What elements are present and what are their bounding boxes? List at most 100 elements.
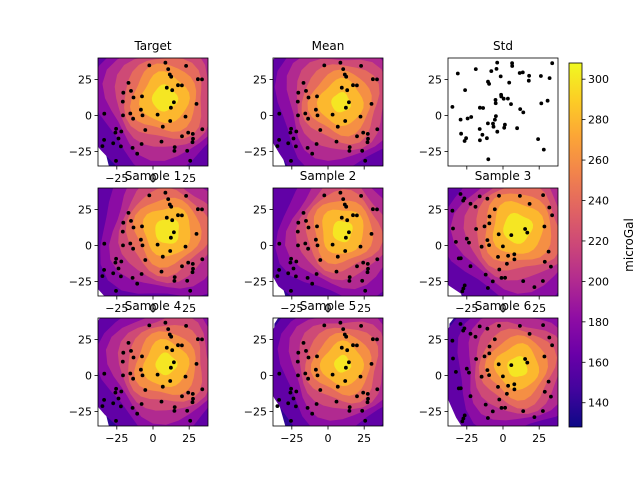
observation-point (375, 207, 379, 212)
observation-point (375, 387, 380, 392)
observation-point (521, 110, 526, 115)
observation-point (355, 83, 359, 88)
observation-point (505, 391, 509, 396)
observation-point (129, 219, 133, 223)
observation-point (139, 272, 144, 276)
observation-point (550, 213, 554, 218)
observation-point (491, 124, 496, 129)
observation-point (485, 136, 489, 141)
observation-point (129, 89, 133, 93)
observation-point (462, 283, 467, 288)
observation-point (459, 131, 463, 136)
observation-point (506, 96, 510, 101)
observation-point (343, 379, 348, 383)
observation-point (119, 274, 123, 279)
observation-point (542, 389, 547, 394)
observation-point (166, 67, 171, 71)
observation-point (351, 213, 355, 218)
observation-point (458, 117, 463, 122)
xtick-label: 25 (357, 302, 371, 315)
observation-point (169, 365, 173, 370)
colorbar-gradient (569, 63, 582, 427)
observation-point (180, 343, 184, 348)
observation-point (305, 406, 310, 410)
observation-point (505, 261, 509, 266)
observation-point (501, 244, 505, 249)
contour-band (332, 220, 353, 243)
observation-point (131, 225, 136, 230)
observation-point (507, 80, 512, 85)
panel-std: −25 0 25 Std (419, 39, 559, 170)
observation-point (550, 343, 554, 348)
observation-point (139, 237, 143, 242)
observation-point (191, 136, 195, 141)
observation-point (139, 402, 144, 406)
observation-point (194, 232, 199, 236)
observation-point (347, 149, 352, 153)
observation-point (355, 343, 359, 348)
observation-point (102, 268, 106, 272)
observation-point (190, 140, 195, 145)
observation-point (499, 92, 503, 97)
colorbar: 140 160 180 200 220 240 260 280 300 microGal (568, 62, 636, 428)
contour-band (155, 219, 179, 244)
ytick-label: −25 (419, 146, 442, 159)
observation-point (498, 74, 503, 79)
ytick-label: 25 (78, 334, 92, 347)
observation-point (344, 334, 349, 339)
observation-point (495, 129, 500, 134)
observation-point (188, 288, 193, 293)
observation-point (365, 392, 370, 396)
xtick-label: 0 (325, 302, 332, 315)
observation-point (487, 344, 492, 349)
observation-point (102, 371, 107, 376)
observation-point (176, 83, 180, 88)
observation-point (277, 138, 281, 142)
ytick-label: 25 (253, 204, 267, 217)
observation-point (200, 257, 205, 262)
observation-point (506, 253, 510, 258)
observation-point (371, 77, 375, 82)
observation-point (330, 372, 335, 377)
xtick-label: 0 (325, 432, 332, 445)
observation-point (496, 385, 500, 389)
observation-point (542, 224, 547, 229)
observation-point (172, 275, 177, 279)
observation-point (369, 232, 374, 236)
observation-point (119, 144, 123, 149)
observation-point (347, 360, 351, 365)
observation-point (304, 219, 308, 223)
observation-point (450, 208, 455, 213)
observation-point (518, 324, 522, 328)
observation-point (289, 419, 293, 423)
observation-point (527, 332, 532, 336)
observation-point (140, 94, 144, 99)
observation-point (183, 374, 188, 379)
observation-point (303, 111, 308, 116)
observation-point (169, 334, 174, 339)
observation-point (200, 207, 204, 212)
observation-point (172, 145, 177, 150)
panel-title: Sample 3 (475, 169, 531, 183)
observation-point (512, 257, 517, 262)
observation-point (183, 114, 188, 119)
observation-point (361, 130, 366, 135)
observation-point (322, 63, 327, 68)
observation-point (451, 356, 455, 361)
observation-point (371, 207, 375, 212)
observation-point (286, 401, 291, 406)
observation-point (485, 196, 490, 201)
observation-point (183, 244, 188, 249)
observation-point (492, 337, 497, 342)
observation-point (375, 337, 379, 342)
observation-point (487, 373, 491, 377)
observation-point (468, 394, 473, 399)
observation-point (294, 389, 299, 394)
observation-point (196, 337, 200, 342)
observation-point (512, 387, 517, 392)
xtick-label: 0 (150, 432, 157, 445)
observation-point (369, 362, 374, 366)
ytick-label: −25 (419, 406, 442, 419)
observation-point (523, 227, 527, 231)
